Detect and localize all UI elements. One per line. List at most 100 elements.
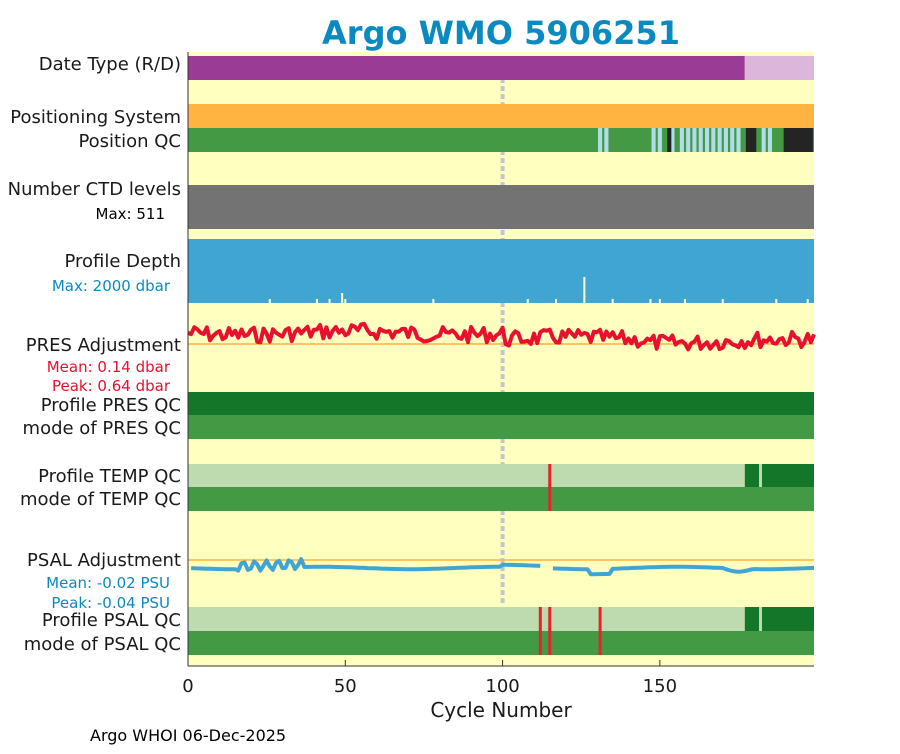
profile-depth-short-stripe [649,299,652,303]
profile-psal-qc-light-band [188,607,745,631]
position-qc-lightblue-stripe [730,128,735,152]
position-qc-lightblue-stripe [692,128,697,152]
position-qc-black-stripe [667,128,672,152]
profile-psal-qc-dark-band [744,607,814,631]
profile-temp-qc-light-band [188,464,745,487]
label-positioning-system: Positioning System [10,107,181,128]
profile-temp-qc-flag [548,464,552,487]
label-psal-adjustment: PSAL Adjustment [27,550,181,571]
mode-pres-qc-band [188,415,814,439]
position-qc-black-stripe [808,128,813,152]
profile-depth-short-stripe [328,299,331,303]
x-tick-label: 50 [334,676,357,697]
position-qc-black-stripe [752,128,757,152]
x-axis-label: Cycle Number [430,698,572,722]
profile-depth-short-stripe [526,299,529,303]
psal-adjustment-series [552,564,815,577]
profile-depth-short-stripe [721,299,724,303]
profile-depth-short-stripe [806,299,809,303]
position-qc-black-stripe [789,128,795,152]
ctd-levels-band [188,185,814,229]
profile-depth-short-stripe [658,299,661,303]
mode-psal-qc-flag [538,631,542,655]
label-profile-pres-qc: Profile PRES QC [41,395,181,416]
position-qc-lightblue-stripe [657,128,662,152]
position-qc-lightblue-stripe [598,128,603,152]
profile-depth-short-stripe [684,299,687,303]
position-qc-lightblue-stripe [679,128,684,152]
positioning-system-band [188,104,814,128]
position-qc-lightblue-stripe [698,128,703,152]
position-qc-black-stripe [796,128,801,152]
profile-depth-short-stripe [775,299,778,303]
profile-depth-short-stripe [432,299,435,303]
position-qc-lightblue-stripe [767,128,773,152]
date-type-delayed-band [744,56,814,80]
psal-mean: Mean: -0.02 PSU [46,574,170,592]
chart-title: Argo WMO 5906251 [322,14,680,52]
mode-psal-qc-flag [598,631,602,655]
footer-credit: Argo WHOI 06-Dec-2025 [90,726,286,745]
profile-depth-short-stripe [344,299,347,303]
position-qc-black-stripe [802,128,807,152]
mode-psal-qc-flag [548,631,552,655]
position-qc-black-stripe [745,128,750,152]
mode-temp-qc-flag [548,487,552,511]
x-tick-label: 150 [643,676,677,697]
position-qc-lightblue-stripe [717,128,722,152]
label-profile-psal-qc: Profile PSAL QC [42,610,181,631]
label-ctd-levels: Number CTD levels [8,179,181,200]
nlevels-max: Max: 511 [96,205,165,223]
position-qc-lightblue-stripe [705,128,710,152]
profile-psal-qc-flag [548,607,552,631]
profile-depth-short-stripe [341,293,344,303]
pres-peak: Peak: 0.64 dbar [52,377,171,395]
x-tick-label: 0 [182,676,193,697]
label-mode-psal-qc: mode of PSAL QC [24,634,181,655]
position-qc-black-stripe [786,128,791,152]
position-qc-lightblue-stripe [736,128,741,152]
profile-depth-short-stripe [315,299,318,303]
label-profile-depth: Profile Depth [64,251,181,272]
position-qc-lightblue-stripe [686,128,691,152]
label-mode-temp-qc: mode of TEMP QC [20,489,181,510]
profile-psal-qc-flag [598,607,602,631]
label-date-type: Date Type (R/D) [39,54,181,75]
profile-temp-qc-marker [759,464,763,487]
date-type-realtime-band [188,56,745,80]
profile-depth-short-stripe [611,299,614,303]
position-qc-band [188,128,814,152]
profile-psal-qc-marker [759,607,763,631]
position-qc-black-stripe [799,128,804,152]
position-qc-lightblue-stripe [711,128,716,152]
profile-depth-short-stripe [268,299,271,303]
label-pres-adjustment: PRES Adjustment [26,335,181,356]
profile-psal-qc-flag [538,607,542,631]
psal-adjustment-series [190,557,541,573]
label-mode-pres-qc: mode of PRES QC [23,418,181,439]
label-position-qc: Position QC [78,131,181,152]
label-profile-temp-qc: Profile TEMP QC [38,466,181,487]
position-qc-lightblue-stripe [761,128,766,152]
profile-depth-band [188,239,814,303]
position-qc-black-stripe [749,128,754,152]
position-qc-black-stripe [805,128,810,152]
pres-adjustment-series [187,321,816,352]
profile-depth-short-stripe [583,277,586,303]
psal-peak: Peak: -0.04 PSU [51,594,170,612]
position-qc-lightblue-stripe [723,128,728,152]
position-qc-lightblue-stripe [651,128,656,152]
mode-psal-qc-band [188,631,814,655]
position-qc-lightblue-stripe [604,128,609,152]
position-qc-black-stripe [793,128,798,152]
x-tick-label: 100 [485,676,519,697]
profile-temp-qc-dark-band [744,464,814,487]
position-qc-black-stripe [783,128,788,152]
pres-mean: Mean: 0.14 dbar [47,358,171,376]
mode-temp-qc-band [188,487,814,511]
position-qc-lightblue-stripe [670,128,675,152]
profile-depth-short-stripe [555,299,558,303]
profile-pres-qc-band [188,392,814,415]
depth-max: Max: 2000 dbar [52,277,171,295]
